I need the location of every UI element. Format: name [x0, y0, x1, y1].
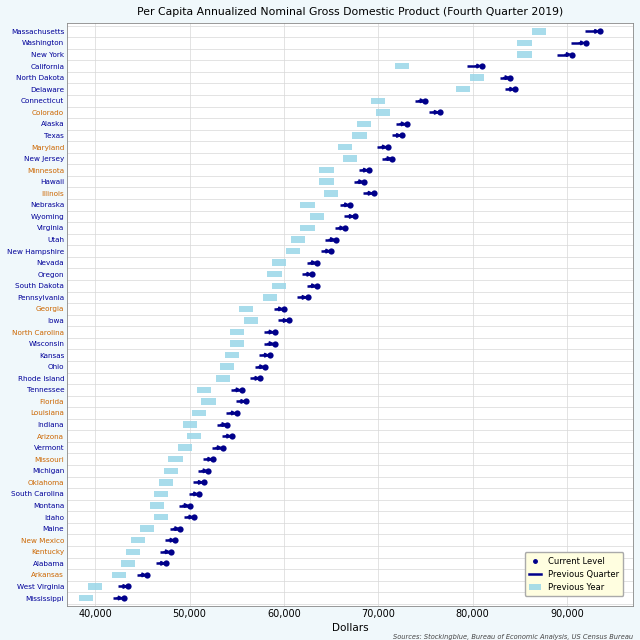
Bar — [239, 306, 253, 312]
Bar — [126, 548, 140, 555]
Bar — [230, 340, 244, 347]
Bar — [470, 74, 484, 81]
Bar — [456, 86, 470, 92]
Bar — [301, 225, 315, 231]
Bar — [291, 236, 305, 243]
Bar — [518, 51, 532, 58]
Bar — [395, 63, 409, 69]
Bar — [268, 271, 282, 278]
Bar — [121, 560, 136, 566]
Bar — [188, 433, 202, 439]
Bar — [286, 248, 301, 254]
Bar — [376, 109, 390, 116]
Bar — [196, 387, 211, 393]
Bar — [220, 364, 234, 370]
Bar — [150, 502, 164, 509]
Bar — [216, 375, 230, 381]
Title: Per Capita Annualized Nominal Gross Domestic Product (Fourth Quarter 2019): Per Capita Annualized Nominal Gross Dome… — [137, 7, 563, 17]
X-axis label: Dollars: Dollars — [332, 623, 369, 633]
Bar — [79, 595, 93, 601]
Bar — [272, 259, 286, 266]
Bar — [154, 491, 168, 497]
Bar — [225, 352, 239, 358]
Bar — [338, 144, 353, 150]
Legend: Current Level, Previous Quarter, Previous Year: Current Level, Previous Quarter, Previou… — [525, 552, 623, 596]
Bar — [301, 202, 315, 208]
Text: Sources: Stockingblue, Bureau of Economic Analysis, US Census Bureau: Sources: Stockingblue, Bureau of Economi… — [394, 634, 634, 640]
Bar — [178, 444, 192, 451]
Bar — [272, 282, 286, 289]
Bar — [140, 525, 154, 532]
Bar — [192, 410, 206, 416]
Bar — [353, 132, 367, 139]
Bar — [357, 121, 371, 127]
Bar — [131, 537, 145, 543]
Bar — [154, 514, 168, 520]
Bar — [532, 28, 546, 35]
Bar — [518, 40, 532, 46]
Bar — [182, 421, 196, 428]
Bar — [168, 456, 182, 463]
Bar — [244, 317, 258, 324]
Bar — [310, 213, 324, 220]
Bar — [202, 398, 216, 404]
Bar — [164, 468, 178, 474]
Bar — [88, 583, 102, 589]
Bar — [343, 156, 357, 162]
Bar — [159, 479, 173, 486]
Bar — [112, 572, 126, 578]
Bar — [371, 97, 385, 104]
Bar — [324, 190, 338, 196]
Bar — [319, 167, 333, 173]
Bar — [263, 294, 277, 301]
Bar — [230, 329, 244, 335]
Bar — [319, 179, 333, 185]
